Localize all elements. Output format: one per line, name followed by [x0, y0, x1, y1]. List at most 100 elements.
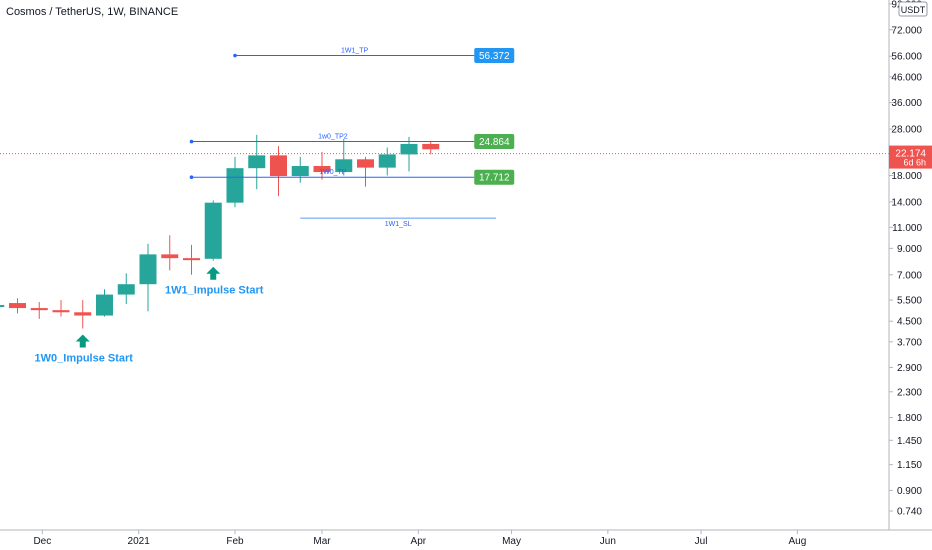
candle-body: [0, 305, 5, 308]
y-tick-label: 11.000: [892, 223, 922, 234]
badge-value-text: 17.712: [479, 173, 510, 184]
chart-title: Cosmos / TetherUS, 1W, BINANCE: [6, 6, 178, 18]
candle-body: [117, 284, 135, 295]
level-1w1-tp: 1W1_TP: [233, 47, 475, 58]
level-anchor-dot: [189, 139, 194, 144]
levels-layer: 1W1_TP 1w0_TP2 1W0_TP 1W1_SL: [189, 47, 496, 228]
annotation-label: 1W0_Impulse Start: [35, 352, 134, 364]
candle: [0, 305, 5, 308]
level-value-badge: 17.712: [474, 169, 515, 185]
x-tick-label: Jun: [600, 536, 616, 547]
candle: [204, 200, 222, 261]
candle: [422, 140, 440, 155]
candle-body: [183, 258, 200, 261]
badge-value-text: 24.864: [479, 137, 510, 148]
x-tick-label: Jul: [695, 536, 708, 547]
time-axis[interactable]: Dec 2021 Feb Mar Apr May Jun Jul Aug: [33, 530, 806, 547]
level-name-label: 1W1_TP: [341, 47, 369, 54]
y-tick-label: 7.000: [897, 270, 922, 281]
badge-box: [474, 134, 515, 150]
level-anchor-dot: [189, 175, 194, 179]
x-tick-label: 2021: [128, 536, 151, 547]
candle: [139, 243, 157, 312]
x-tick-label: Dec: [33, 536, 51, 547]
y-tick-label: 46.000: [891, 72, 922, 83]
candle-body: [357, 159, 374, 168]
y-tick-label: 5.500: [897, 296, 922, 307]
level-1w1-sl: 1W1_SL: [300, 217, 496, 228]
candle-body: [400, 143, 418, 155]
badge-value-text: 56.372: [479, 51, 510, 62]
candle-body: [422, 143, 440, 150]
y-tick-label: 2.300: [897, 387, 922, 398]
level-value-badge: 24.864: [474, 134, 515, 150]
up-arrow-icon: [206, 266, 221, 280]
impulse-annotation: 1W0_Impulse Start: [35, 334, 134, 364]
y-tick-label: 0.740: [897, 507, 922, 518]
y-tick-label: 28.000: [891, 125, 922, 136]
level-name-label: 1w0_TP2: [318, 134, 348, 141]
candle-body: [226, 168, 244, 203]
candle-body: [74, 312, 92, 316]
candle: [248, 134, 266, 190]
price-axis[interactable]: 92.00072.00056.00046.00036.00028.00018.0…: [889, 0, 922, 518]
candle: [74, 300, 92, 329]
candle: [117, 273, 135, 305]
candle: [226, 156, 244, 208]
x-tick-label: Feb: [226, 536, 244, 547]
x-tick-label: Aug: [788, 536, 806, 547]
candle: [30, 302, 48, 319]
candle: [52, 300, 70, 317]
candle-body: [270, 155, 287, 177]
candle-body: [52, 310, 70, 313]
last-price-value: 22.174: [895, 149, 926, 160]
candles-layer: [0, 134, 440, 329]
currency-label: USDT: [901, 5, 926, 15]
candle: [378, 147, 396, 176]
candle-body: [248, 155, 266, 169]
y-tick-label: 4.500: [897, 317, 922, 328]
level-1w0-tp: 1W0_TP: [189, 169, 475, 179]
y-tick-label: 56.000: [891, 52, 922, 63]
level-1w0-tp2: 1w0_TP2: [189, 134, 475, 144]
y-tick-label: 9.000: [897, 244, 922, 255]
y-tick-label: 18.000: [891, 171, 922, 182]
annotations-layer: 1W0_Impulse Start 1W1_Impulse Start: [35, 266, 264, 364]
candle: [96, 289, 113, 317]
y-tick-label: 14.000: [891, 197, 922, 208]
impulse-annotation: 1W1_Impulse Start: [165, 266, 264, 297]
level-value-badge: 56.372: [474, 47, 515, 63]
candle: [161, 235, 179, 271]
candle: [291, 156, 309, 183]
candle-body: [335, 159, 353, 173]
up-arrow-icon: [75, 334, 90, 348]
candle: [270, 146, 287, 197]
x-tick-label: Apr: [411, 536, 427, 547]
y-tick-label: 1.800: [897, 413, 922, 424]
last-price-badge-box: [889, 145, 932, 169]
candle: [313, 152, 331, 180]
candle: [400, 136, 418, 172]
last-price-countdown: 6d 6h: [903, 158, 926, 168]
x-tick-label: Mar: [313, 536, 331, 547]
candle-body: [161, 254, 179, 259]
level-name-label: 1W0_TP: [319, 169, 347, 176]
candle-body: [96, 294, 113, 316]
candle-body: [313, 166, 331, 173]
level-name-label: 1W1_SL: [385, 221, 412, 228]
candle-body: [9, 303, 26, 309]
annotation-label: 1W1_Impulse Start: [165, 285, 264, 297]
x-tick-label: May: [502, 536, 521, 547]
y-tick-label: 1.150: [897, 460, 922, 471]
badge-box: [474, 47, 515, 63]
candle: [183, 244, 200, 275]
y-tick-label: 0.900: [897, 486, 922, 497]
candle: [9, 298, 26, 314]
y-tick-label: 1.450: [897, 436, 922, 447]
y-tick-label: 72.000: [891, 25, 922, 36]
candle: [357, 156, 374, 187]
badge-box: [474, 169, 515, 185]
